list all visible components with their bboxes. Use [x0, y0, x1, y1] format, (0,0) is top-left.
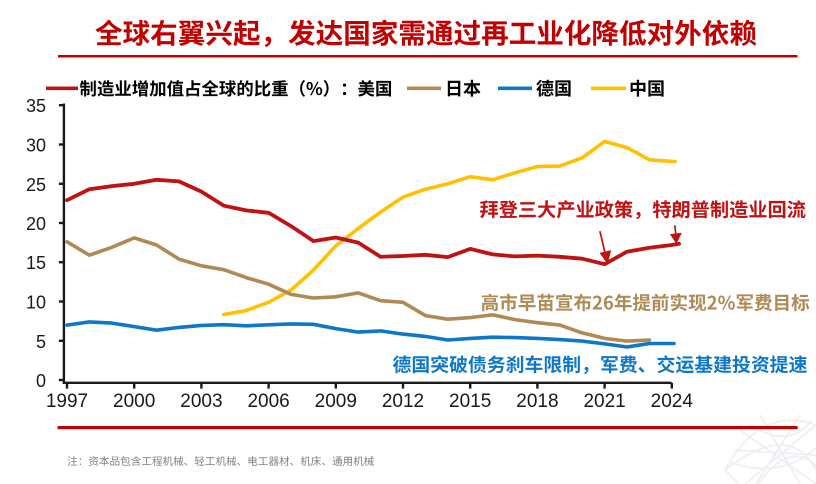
svg-text:0: 0	[36, 371, 46, 391]
svg-text:2003: 2003	[180, 391, 222, 412]
svg-text:2012: 2012	[382, 391, 424, 412]
svg-text:35: 35	[26, 96, 46, 116]
svg-text:2018: 2018	[516, 391, 558, 412]
svg-text:2009: 2009	[315, 391, 357, 412]
svg-text:2006: 2006	[247, 391, 289, 412]
svg-text:5: 5	[36, 332, 46, 352]
svg-text:2000: 2000	[113, 391, 155, 412]
svg-text:1997: 1997	[46, 391, 88, 412]
svg-text:10: 10	[26, 293, 46, 313]
svg-text:2021: 2021	[583, 391, 625, 412]
svg-text:15: 15	[26, 253, 46, 273]
svg-text:30: 30	[26, 136, 46, 156]
svg-text:2015: 2015	[449, 391, 491, 412]
svg-text:25: 25	[26, 175, 46, 195]
svg-text:20: 20	[26, 214, 46, 234]
svg-text:2024: 2024	[651, 391, 694, 412]
